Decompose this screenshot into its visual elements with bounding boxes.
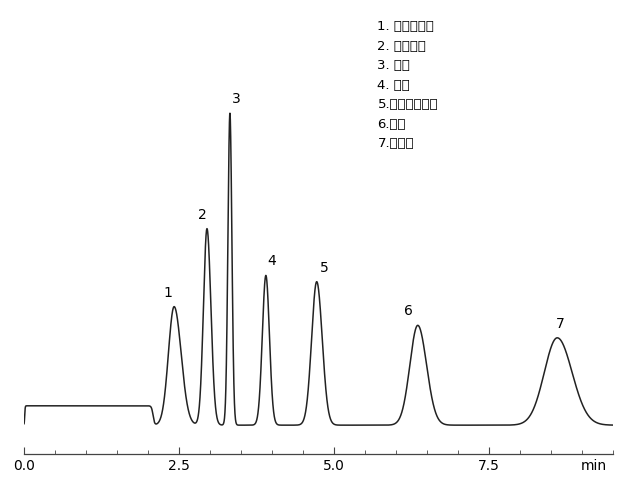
Text: 5: 5 [320, 260, 329, 274]
Text: 6: 6 [404, 304, 413, 318]
Text: 1. ピルビン酸
2. こはく酸
3. ぎ酸
4. 酢酸
5.プロピオン酸
6.邗酸
7.吉草酸: 1. ピルビン酸 2. こはく酸 3. ぎ酸 4. 酢酸 5.プロピオン酸 6.… [378, 20, 438, 150]
Text: 2: 2 [198, 208, 206, 222]
Text: min: min [581, 459, 607, 473]
Text: 3: 3 [232, 92, 241, 106]
Text: 4: 4 [268, 254, 277, 268]
Text: 1: 1 [164, 286, 172, 300]
Text: 7: 7 [556, 316, 565, 330]
